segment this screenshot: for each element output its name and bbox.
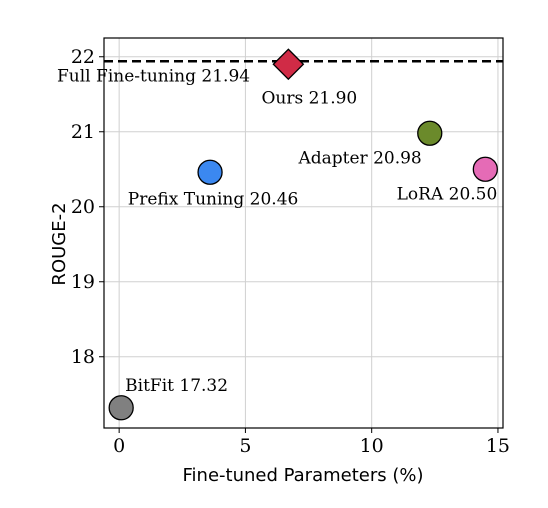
point-bitfit: [108, 395, 134, 421]
data-points: [108, 48, 498, 421]
y-tick-label-1: 19: [71, 271, 95, 293]
x-tick-label-3: 15: [486, 435, 510, 457]
point-prefix-tuning: [197, 159, 223, 185]
label-ours: Ours 21.90: [261, 88, 357, 108]
point-labels: BitFit 17.32 Prefix Tuning 20.46 Ours 21.9…: [57, 66, 497, 396]
x-axis-title: Fine-tuned Parameters (%): [182, 465, 423, 486]
point-adapter: [417, 120, 443, 146]
x-tick-label-0: 0: [113, 435, 125, 457]
y-tick-label-4: 22: [71, 46, 95, 68]
point-ours: [272, 48, 305, 81]
label-lora: LoRA 20.50: [397, 184, 498, 204]
axes: 0 5 10 15 18 19 20 21 22: [71, 37, 510, 457]
plot-frame: [103, 37, 504, 429]
label-prefix-tuning: Prefix Tuning 20.46: [128, 189, 299, 209]
grid: [104, 38, 503, 428]
y-tick-label-0: 18: [71, 346, 95, 368]
label-full-fine-tuning: Full Fine-tuning 21.94: [57, 66, 250, 86]
y-tick-label-3: 21: [71, 121, 95, 143]
label-bitfit: BitFit 17.32: [125, 376, 228, 396]
point-lora: [472, 156, 498, 182]
label-adapter: Adapter 20.98: [297, 148, 421, 168]
y-tick-label-2: 20: [71, 196, 95, 218]
x-tick-label-1: 5: [239, 435, 251, 457]
x-tick-label-2: 10: [360, 435, 384, 457]
y-axis-title: ROUGE-2: [49, 202, 70, 285]
